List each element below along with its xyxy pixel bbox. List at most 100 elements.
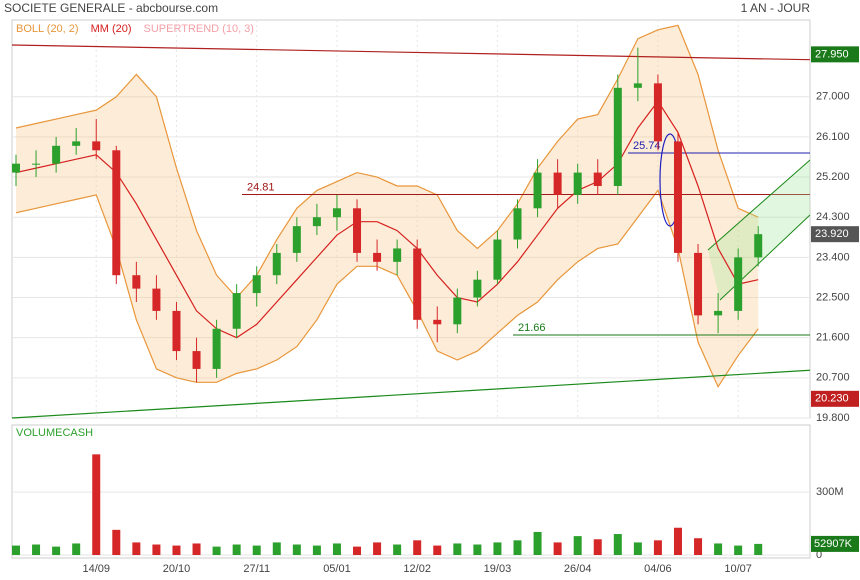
volume-bar	[453, 543, 462, 555]
candle-body	[393, 248, 402, 262]
candle-body	[653, 83, 662, 142]
volume-panel	[11, 424, 811, 559]
candle-body	[613, 87, 622, 186]
candle-body	[513, 208, 522, 240]
candle-body	[272, 252, 281, 276]
volume-bar	[32, 544, 41, 555]
volume-bar	[673, 527, 682, 555]
volume-bar	[633, 542, 642, 555]
y-tick-label: 27.000	[816, 91, 850, 103]
boll-upper	[15, 24, 759, 299]
volume-bar	[192, 543, 201, 555]
volume-title: VOLUMECASH	[16, 427, 93, 439]
volume-bar	[152, 544, 161, 555]
volume-bar	[573, 536, 582, 555]
candle-body	[192, 351, 201, 369]
volume-bar	[593, 539, 602, 555]
candle-body	[72, 141, 81, 146]
legend-entry: SUPERTREND (10, 3)	[144, 23, 254, 35]
y-tick-label: 25.200	[816, 171, 850, 183]
candle-body	[413, 248, 422, 320]
candle-body	[673, 141, 682, 253]
volume-bar	[613, 534, 622, 555]
candle-body	[433, 319, 442, 325]
volume-bar	[92, 454, 101, 555]
legend-entry: MM (20)	[91, 23, 132, 35]
candle-body	[734, 257, 743, 311]
volume-bar	[132, 542, 141, 555]
volume-bar	[12, 545, 20, 555]
y-tick-label: 300M	[816, 486, 844, 498]
candle-body	[312, 217, 321, 227]
volume-bar	[373, 542, 382, 555]
candle-body	[152, 288, 161, 311]
candle-body	[32, 163, 41, 165]
price-box	[811, 46, 859, 63]
y-tick-label: 23.400	[816, 251, 850, 263]
candle-body	[593, 172, 602, 186]
y-tick-label: 24.300	[816, 211, 850, 223]
volume-bar	[473, 544, 482, 555]
candle-body	[453, 297, 462, 325]
candle-body	[373, 252, 382, 262]
level-label: 24.81	[247, 181, 275, 193]
x-tick-label: 19/03	[484, 563, 512, 575]
candle-body	[754, 234, 763, 258]
volume-bar	[212, 546, 221, 555]
candle-body	[353, 208, 362, 253]
volume-bar	[553, 542, 562, 555]
volume-label: 52907K	[814, 538, 853, 550]
x-tick-label: 12/02	[403, 563, 431, 575]
candle-body	[473, 279, 482, 298]
candle-body	[252, 275, 261, 294]
x-tick-label: 26/04	[564, 563, 592, 575]
channel-fill	[708, 160, 810, 300]
y-tick-label: 22.500	[816, 291, 850, 303]
x-tick-label: 05/01	[323, 563, 351, 575]
volume-bar	[52, 546, 61, 555]
candle-body	[553, 172, 562, 195]
volume-bar	[714, 543, 723, 555]
y-tick-label: 26.100	[816, 131, 850, 143]
volume-bar	[312, 545, 321, 555]
volume-bar	[653, 540, 662, 555]
band-fill	[16, 25, 759, 387]
candle-body	[633, 83, 642, 88]
price-label: 27.950	[815, 48, 849, 60]
candle-body	[533, 172, 542, 209]
channel-line	[707, 159, 811, 251]
level-label: 21.66	[518, 322, 546, 334]
volume-bar	[172, 545, 181, 555]
price-label: 23.920	[815, 228, 849, 240]
candle-body	[12, 163, 20, 173]
boll-lower	[15, 189, 759, 389]
candle-body	[112, 150, 121, 276]
y-tick-label: 21.600	[816, 332, 850, 344]
volume-bar	[734, 545, 743, 555]
legend-entry: BOLL (20, 2)	[16, 23, 79, 35]
candle-body	[573, 172, 582, 195]
volume-bar	[72, 543, 81, 555]
candle-body	[52, 145, 61, 164]
y-tick-label: 20.700	[816, 372, 850, 384]
title: SOCIETE GENERALE - abcbourse.com	[4, 1, 218, 15]
candle-body	[92, 141, 101, 151]
x-tick-label: 27/11	[243, 563, 270, 575]
volume-bar	[252, 545, 261, 555]
volume-bar	[272, 542, 281, 555]
mm20-line	[15, 100, 759, 339]
candle-body	[292, 226, 301, 253]
y-tick-label: 19.800	[816, 412, 850, 424]
trendline	[11, 369, 811, 419]
volume-bar	[232, 544, 241, 555]
volume-bar	[513, 540, 522, 555]
x-tick-label: 14/09	[82, 563, 110, 575]
volume-bar	[112, 529, 121, 555]
volume-bar	[493, 542, 502, 555]
volume-bar	[413, 540, 422, 555]
price-box	[811, 226, 859, 243]
volume-bar	[353, 546, 362, 555]
x-tick-label: 20/10	[163, 563, 191, 575]
candle-body	[493, 239, 502, 280]
